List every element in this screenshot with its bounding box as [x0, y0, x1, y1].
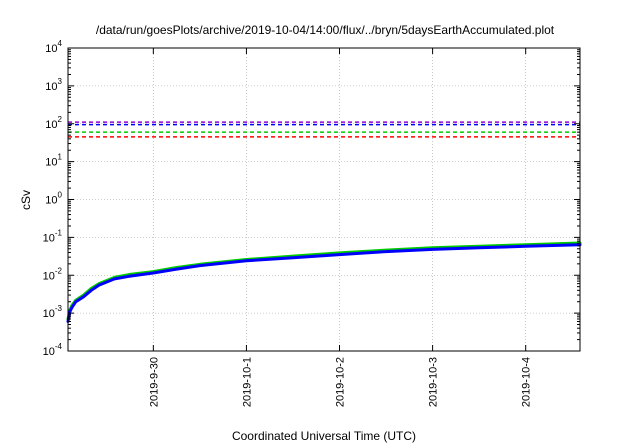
x-tick-label: 2019-9-30 [148, 357, 160, 407]
y-tick-label: 10-1 [43, 228, 63, 244]
y-tick-labels: 10-4 10-3 10-2 10-1 100 101 102 103 104 [43, 39, 63, 358]
y-tick-label: 10-2 [43, 266, 63, 282]
series-line [66, 243, 582, 323]
grid [68, 48, 580, 351]
data-series [66, 241, 582, 323]
x-axis-label: Coordinated Universal Time (UTC) [232, 429, 416, 443]
y-tick-label: 103 [45, 77, 62, 93]
y-tick-label: 102 [45, 115, 62, 131]
y-tick-label: 104 [45, 39, 62, 55]
y-tick-label: 100 [45, 191, 62, 207]
y-axis-label: cSv [19, 190, 33, 210]
axis-ticks [68, 47, 580, 352]
x-tick-label: 2019-10-4 [521, 357, 533, 407]
x-tick-labels: 2019-9-30 2019-10-1 2019-10-2 2019-10-3 2019… [148, 357, 532, 407]
chart-title: /data/run/goesPlots/archive/2019-10-04/1… [96, 23, 555, 37]
y-tick-label: 10-4 [43, 342, 63, 358]
x-tick-label: 2019-10-2 [335, 357, 347, 407]
x-tick-label: 2019-10-3 [428, 357, 440, 407]
y-tick-label: 101 [45, 153, 62, 169]
y-tick-label: 10-3 [43, 304, 63, 320]
threshold-lines [68, 121, 580, 138]
x-tick-label: 2019-10-1 [241, 357, 253, 407]
